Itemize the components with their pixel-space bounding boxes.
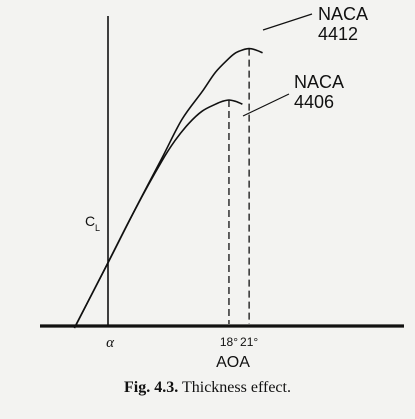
leader-line-naca-4406 [242, 93, 290, 117]
y-axis-label: C [85, 213, 95, 229]
curve-naca-4412 [73, 47, 263, 329]
y-axis-label-subscript: L [95, 223, 100, 233]
axes [40, 16, 404, 328]
x-tick-label-2: 21° [240, 335, 258, 349]
leader-line-naca-4412 [262, 13, 313, 31]
x-tick-label-1: 18° [220, 335, 238, 349]
series-label-naca-4406-line2: 4406 [294, 92, 334, 112]
figure-caption-text: Thickness effect. [181, 379, 291, 396]
series-label-naca-4406-line1: NACA [294, 72, 344, 92]
series-label-naca-4412-line2: 4412 [318, 24, 358, 44]
curve-naca-4406 [73, 99, 243, 329]
figure-caption: Fig. 4.3. Thickness effect. [0, 379, 415, 397]
curves [73, 47, 263, 329]
x-axis-label: AOA [216, 354, 250, 371]
series-label-naca-4412-line1: NACA [318, 4, 368, 24]
figure-number: Fig. 4.3. [124, 379, 179, 396]
alpha-label: α [106, 335, 115, 351]
